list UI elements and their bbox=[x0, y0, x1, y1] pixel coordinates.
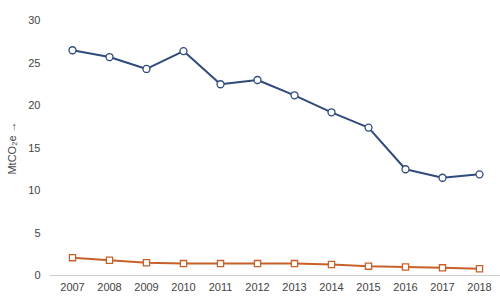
svg-text:2013: 2013 bbox=[282, 281, 306, 293]
svg-text:2007: 2007 bbox=[60, 281, 84, 293]
svg-text:2012: 2012 bbox=[245, 281, 269, 293]
svg-text:2009: 2009 bbox=[134, 281, 158, 293]
svg-text:20: 20 bbox=[28, 99, 40, 111]
svg-text:0: 0 bbox=[34, 269, 40, 281]
svg-text:5: 5 bbox=[34, 227, 40, 239]
svg-text:2017: 2017 bbox=[430, 281, 454, 293]
svg-text:25: 25 bbox=[28, 57, 40, 69]
svg-text:2018: 2018 bbox=[467, 281, 491, 293]
svg-text:30: 30 bbox=[28, 14, 40, 26]
svg-text:2008: 2008 bbox=[97, 281, 121, 293]
svg-text:2016: 2016 bbox=[393, 281, 417, 293]
svg-text:2015: 2015 bbox=[356, 281, 380, 293]
svg-text:2014: 2014 bbox=[319, 281, 343, 293]
svg-text:MtCO₂e →: MtCO₂e → bbox=[6, 121, 18, 174]
svg-text:10: 10 bbox=[28, 184, 40, 196]
svg-text:2010: 2010 bbox=[171, 281, 195, 293]
svg-text:2011: 2011 bbox=[209, 281, 233, 293]
svg-text:15: 15 bbox=[28, 142, 40, 154]
